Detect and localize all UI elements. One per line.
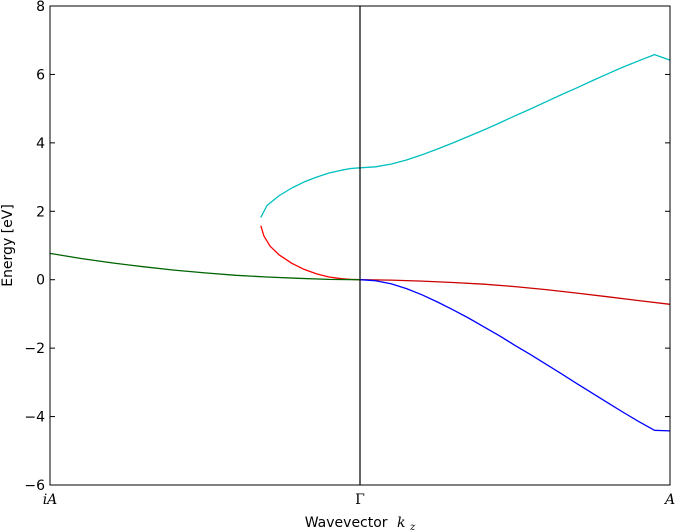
series-layer [49, 53, 671, 432]
series-line-blue-band [359, 279, 671, 432]
y-tick-label: 2 [36, 204, 45, 220]
y-axis-label: Energy [eV] [0, 204, 16, 287]
y-tick-label: −4 [24, 410, 45, 426]
x-axis-label-math-sub: z [409, 522, 416, 532]
y-tick-label: 8 [36, 0, 45, 15]
x-axis-label-math: k [397, 515, 405, 531]
x-tick-label: A [663, 492, 675, 508]
tick-layer [49, 5, 671, 486]
x-tick-label: Γ [355, 492, 365, 508]
x-tick-labels: iA Γ A [43, 492, 675, 508]
x-tick-label: iA [43, 492, 58, 508]
y-tick-label: 6 [36, 67, 45, 83]
y-tick-label: 4 [36, 136, 45, 152]
series-line-cyan-band [260, 53, 671, 218]
y-tick-labels: −6 −4 −2 0 2 4 6 8 [24, 0, 45, 494]
series-line-red-band-right [359, 279, 671, 305]
y-tick-label: 0 [36, 273, 45, 289]
x-axis-label: Wavevector k z [305, 515, 416, 532]
y-tick-label: −6 [24, 478, 45, 494]
x-axis-label-text: Wavevector [305, 515, 388, 531]
series-line-green-band [49, 252, 361, 281]
series-line-red-band-left [260, 225, 361, 281]
y-tick-label: −2 [24, 341, 45, 357]
